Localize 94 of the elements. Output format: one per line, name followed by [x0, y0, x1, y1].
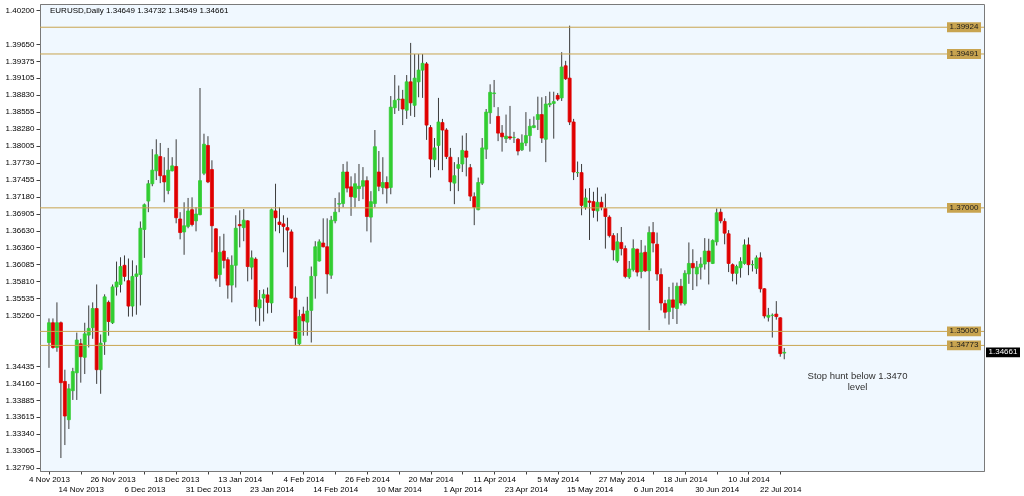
y-tick-label: 1.37455	[5, 175, 36, 185]
candlestick	[261, 288, 266, 323]
candlestick	[706, 238, 711, 285]
x-tick-label: 1 Apr 2014	[443, 484, 483, 494]
y-tick-label: 1.37180	[5, 192, 36, 202]
ref-line-label: 1.34773	[949, 340, 980, 350]
candlestick	[615, 232, 620, 264]
candlestick	[182, 201, 187, 256]
candlestick	[396, 85, 401, 112]
candlestick	[694, 260, 699, 287]
ref-line-label: 1.39924	[949, 22, 980, 32]
candlestick	[508, 105, 512, 141]
candlestick	[376, 150, 381, 192]
x-tick-label: 5 May 2014	[537, 474, 580, 484]
x-tick-label: 23 Apr 2014	[504, 484, 549, 494]
candlestick	[643, 245, 648, 273]
candlestick	[400, 89, 405, 126]
candlestick	[679, 278, 683, 306]
x-tick-label: 4 Feb 2014	[283, 474, 325, 484]
y-tick-label: 1.33340	[5, 429, 36, 439]
candlestick	[746, 237, 751, 276]
y-tick-label: 1.37730	[5, 158, 36, 168]
x-tick-label: 20 Mar 2014	[408, 474, 455, 484]
y-tick-label: 1.35535	[5, 293, 36, 303]
x-tick-label: 31 Dec 2013	[185, 484, 232, 494]
y-tick-label: 1.32790	[5, 463, 36, 473]
candlestick	[190, 196, 194, 227]
x-tick-label: 22 Jul 2014	[760, 484, 803, 494]
candlestick	[273, 183, 278, 232]
x-tick-label: 26 Feb 2014	[344, 474, 391, 484]
x-tick-label: 27 May 2014	[598, 474, 646, 484]
candlestick	[78, 338, 83, 384]
candlestick	[436, 97, 441, 171]
x-tick-label: 10 Mar 2014	[376, 484, 423, 494]
x-tick-label: 10 Jul 2014	[728, 474, 771, 484]
x-tick-label: 6 Dec 2013	[124, 484, 166, 494]
x-tick-label: 11 Apr 2014	[473, 474, 517, 484]
y-tick-label: 1.38830	[5, 90, 36, 100]
x-tick-label: 30 Jun 2014	[695, 484, 740, 494]
x-tick-label: 18 Dec 2013	[153, 474, 200, 484]
ref-line-label: 1.37000	[949, 202, 980, 212]
candlestick	[361, 166, 365, 200]
x-tick-label: 15 May 2014	[566, 484, 614, 494]
candlestick	[675, 282, 679, 325]
candlestick	[671, 282, 675, 320]
candlestick	[158, 142, 163, 184]
chart-title: EURUSD,Daily 1.34649 1.34732 1.34549 1.34661	[50, 6, 229, 15]
candlestick	[420, 53, 425, 99]
y-tick-label: 1.33065	[5, 446, 36, 456]
candlestick	[754, 254, 759, 275]
y-tick-label: 1.33885	[5, 395, 36, 405]
y-tick-label: 1.34435	[5, 361, 36, 371]
y-tick-label: 1.36360	[5, 242, 36, 252]
y-tick-label: 1.35810	[5, 276, 36, 286]
x-tick-label: 13 Jan 2014	[218, 474, 263, 484]
x-tick-label: 14 Nov 2013	[58, 484, 105, 494]
candlestick	[90, 301, 95, 340]
y-tick-label: 1.38005	[5, 141, 36, 151]
candlestick	[587, 187, 592, 241]
candlestick	[690, 248, 695, 291]
x-tick-label: 23 Jan 2014	[250, 484, 295, 494]
x-tick-label: 18 Jun 2014	[663, 474, 708, 484]
candlestick	[539, 96, 544, 144]
x-tick-label: 14 Feb 2014	[313, 484, 359, 494]
x-tick-label: 26 Nov 2013	[90, 474, 137, 484]
candlestick	[217, 235, 222, 288]
text: Stop hunt below 1.3470 level	[807, 369, 908, 392]
y-tick-label: 1.39105	[5, 73, 36, 83]
candlestick	[241, 208, 246, 242]
candlestick	[357, 163, 361, 202]
ref-line-label: 1.35000	[949, 326, 980, 336]
candlestick	[106, 300, 111, 337]
candlestick	[237, 209, 242, 248]
text: 1.34661	[988, 347, 1019, 357]
candlestick	[47, 317, 51, 369]
y-tick-label: 1.33615	[5, 412, 36, 422]
x-tick-label: 6 Jun 2014	[633, 484, 674, 494]
ref-line-label: 1.39491	[949, 48, 980, 58]
candlestick	[535, 96, 540, 131]
y-tick-label: 1.38555	[5, 107, 36, 117]
y-tick-label: 1.34160	[5, 378, 36, 388]
y-tick-label: 1.36085	[5, 259, 36, 269]
candlestick	[639, 239, 644, 279]
candlestick	[667, 286, 671, 326]
candlestick	[118, 256, 123, 293]
y-tick-label: 1.36630	[5, 226, 36, 236]
x-tick-label: 4 Nov 2013	[29, 474, 71, 484]
y-tick-label: 1.38280	[5, 124, 36, 134]
candlestick	[603, 193, 608, 250]
y-tick-label: 1.36905	[5, 209, 36, 219]
y-tick-label: 1.39650	[5, 39, 36, 49]
y-tick-label: 1.35260	[5, 310, 36, 320]
y-tick-label: 1.40200	[5, 5, 36, 15]
y-tick-label: 1.39375	[5, 56, 36, 66]
